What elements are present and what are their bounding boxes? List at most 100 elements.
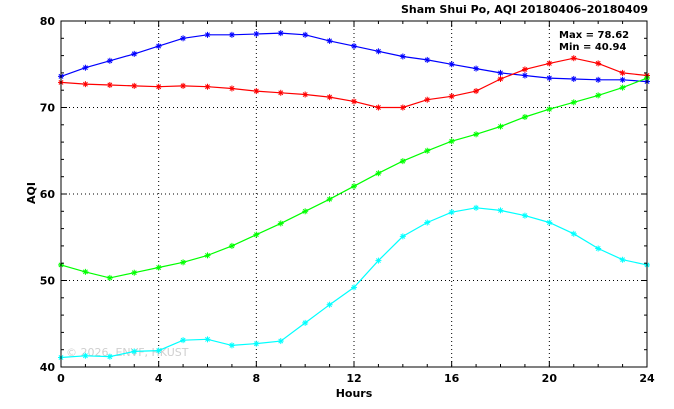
marker-stroke bbox=[351, 98, 357, 104]
data-point bbox=[82, 81, 89, 88]
marker-stroke bbox=[400, 233, 406, 239]
marker-stroke bbox=[522, 66, 528, 72]
data-point bbox=[399, 233, 406, 240]
data-point bbox=[546, 60, 553, 67]
data-point bbox=[351, 43, 357, 50]
data-point bbox=[448, 138, 455, 145]
marker-stroke bbox=[229, 342, 235, 348]
marker-stroke bbox=[82, 353, 88, 359]
data-point bbox=[570, 75, 577, 82]
marker-stroke bbox=[302, 320, 308, 326]
data-point bbox=[204, 336, 211, 343]
marker-stroke bbox=[424, 220, 430, 225]
data-point bbox=[106, 274, 113, 281]
min-annotation: Min = 40.94 bbox=[559, 42, 627, 53]
marker-stroke bbox=[229, 32, 235, 38]
data-point bbox=[82, 64, 89, 71]
series-line bbox=[60, 207, 648, 359]
data-point bbox=[619, 256, 626, 263]
marker-stroke bbox=[449, 61, 455, 67]
marker-stroke bbox=[473, 205, 479, 211]
marker-stroke bbox=[205, 32, 210, 38]
data-point bbox=[277, 338, 284, 345]
data-point bbox=[619, 69, 626, 76]
data-point bbox=[595, 60, 602, 67]
marker-stroke bbox=[522, 213, 528, 219]
data-point bbox=[375, 257, 382, 264]
data-point bbox=[619, 76, 626, 83]
marker-stroke bbox=[498, 207, 503, 213]
data-point bbox=[180, 259, 187, 266]
y-tick-label: 40 bbox=[40, 361, 56, 374]
data-point bbox=[546, 75, 553, 82]
data-point bbox=[326, 196, 333, 203]
marker-stroke bbox=[571, 99, 577, 105]
data-point bbox=[497, 69, 504, 76]
marker-stroke bbox=[400, 54, 406, 59]
data-point bbox=[619, 84, 626, 91]
marker-stroke bbox=[180, 259, 186, 265]
data-point bbox=[546, 219, 553, 226]
data-point bbox=[302, 91, 309, 98]
marker-stroke bbox=[473, 66, 479, 72]
marker-stroke bbox=[131, 270, 137, 276]
data-point bbox=[131, 50, 138, 57]
x-tick-labels: 0 4 8 12 16 20 24 bbox=[57, 372, 655, 385]
series-3 bbox=[58, 75, 650, 281]
marker-stroke bbox=[571, 55, 577, 61]
marker-stroke bbox=[278, 90, 284, 96]
marker-stroke bbox=[498, 124, 503, 129]
data-point bbox=[155, 347, 162, 354]
marker-stroke bbox=[229, 243, 235, 249]
data-point bbox=[399, 53, 406, 60]
data-point bbox=[448, 209, 455, 216]
marker-stroke bbox=[351, 183, 357, 189]
marker-stroke bbox=[571, 76, 577, 82]
data-point bbox=[521, 212, 528, 219]
marker-stroke bbox=[180, 35, 186, 41]
marker-stroke bbox=[107, 82, 113, 88]
data-point bbox=[448, 93, 455, 100]
data-point bbox=[546, 106, 553, 113]
marker-stroke bbox=[156, 43, 162, 49]
data-point bbox=[302, 208, 309, 215]
data-point bbox=[180, 82, 187, 89]
data-point bbox=[375, 104, 382, 111]
marker-stroke bbox=[546, 75, 552, 81]
data-point bbox=[521, 72, 528, 79]
data-point bbox=[228, 85, 235, 92]
data-point bbox=[131, 82, 138, 89]
data-point bbox=[351, 284, 357, 291]
axis-ticks bbox=[60, 20, 648, 368]
data-point bbox=[570, 99, 577, 106]
marker-stroke bbox=[449, 93, 455, 99]
marker-stroke bbox=[424, 148, 430, 154]
marker-stroke bbox=[351, 43, 357, 49]
data-point bbox=[351, 183, 357, 190]
data-point bbox=[228, 342, 235, 349]
marker-stroke bbox=[522, 73, 528, 78]
x-tick-label: 8 bbox=[253, 372, 261, 385]
marker-stroke bbox=[156, 84, 162, 90]
data-point bbox=[473, 131, 480, 138]
marker-stroke bbox=[253, 31, 259, 37]
marker-stroke bbox=[400, 158, 406, 164]
marker-stroke bbox=[205, 252, 210, 258]
data-point bbox=[424, 56, 431, 63]
series-group bbox=[58, 30, 650, 361]
data-point bbox=[326, 94, 333, 101]
marker-stroke bbox=[620, 85, 626, 91]
data-point bbox=[180, 337, 187, 344]
marker-stroke bbox=[327, 94, 333, 100]
data-point bbox=[399, 158, 406, 165]
marker-stroke bbox=[546, 60, 552, 66]
data-point bbox=[253, 88, 260, 95]
marker-stroke bbox=[595, 92, 601, 98]
data-point bbox=[375, 170, 382, 177]
marker-stroke bbox=[375, 105, 381, 110]
series-2 bbox=[58, 55, 650, 111]
x-tick-label: 16 bbox=[444, 372, 460, 385]
marker-stroke bbox=[400, 105, 406, 110]
data-point bbox=[497, 207, 504, 214]
